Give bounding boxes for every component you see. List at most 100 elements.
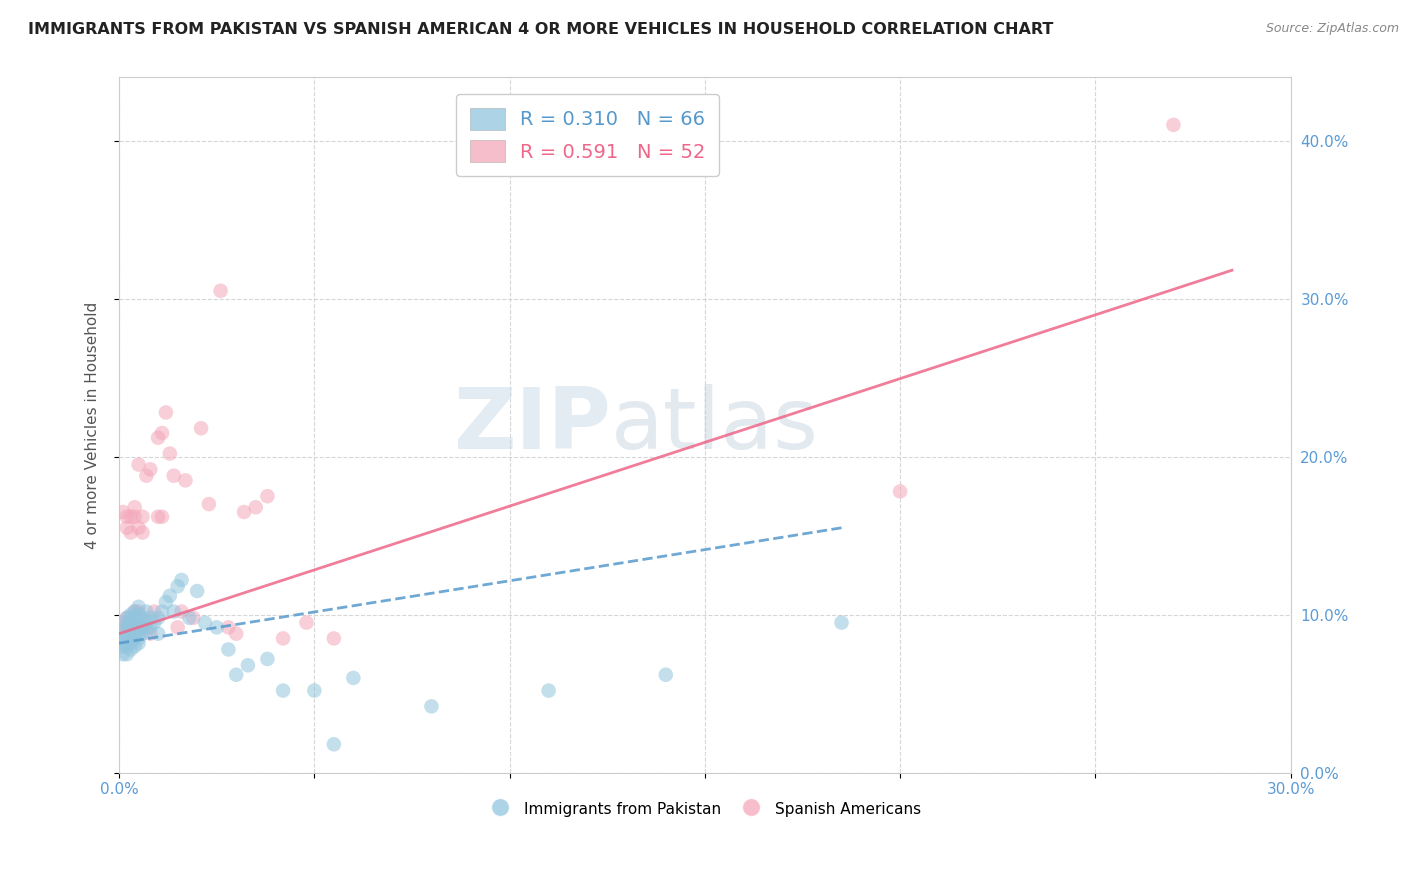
Point [115,611,138,625]
Point [150,605,173,619]
Point [128,521,150,535]
Point [166,620,188,634]
Point [111,632,134,646]
Point [135,624,157,638]
Point [143,605,166,619]
Point [150,509,173,524]
Point [135,605,157,619]
Point [124,615,146,630]
Point [139,620,162,634]
Point [128,607,150,622]
Point [124,611,146,625]
Point [111,620,134,634]
Point [120,615,142,630]
Point [124,626,146,640]
Point [139,611,162,625]
Point [225,667,247,681]
Point [115,636,138,650]
Point [115,509,138,524]
Point [271,632,294,646]
Point [322,737,344,751]
Point [131,620,153,634]
Point [124,500,146,515]
Point [342,671,364,685]
Point [120,611,142,625]
Point [146,611,169,625]
Point [295,615,318,630]
Point [174,474,197,488]
Point [155,595,177,609]
Point [128,599,150,614]
Point [115,640,138,654]
Point [170,573,193,587]
Point [128,624,150,638]
Point [124,605,146,619]
Point [111,636,134,650]
Point [120,636,142,650]
Point [120,607,142,622]
Point [128,615,150,630]
Point [179,611,201,625]
Point [120,615,142,630]
Point [131,525,153,540]
Point [155,405,177,419]
Point [236,658,259,673]
Point [128,458,150,472]
Text: ZIP: ZIP [453,384,612,467]
Point [111,624,134,638]
Point [150,425,173,440]
Point [217,642,239,657]
Point [135,620,157,634]
Point [111,615,134,630]
Point [537,683,560,698]
Point [111,647,134,661]
Point [170,605,193,619]
Point [124,632,146,646]
Point [124,509,146,524]
Point [139,462,162,476]
Point [135,615,157,630]
Point [159,589,181,603]
Point [225,626,247,640]
Legend: Immigrants from Pakistan, Spanish Americans: Immigrants from Pakistan, Spanish Americ… [481,793,928,824]
Point [124,605,146,619]
Point [146,626,169,640]
Point [115,632,138,646]
Point [139,626,162,640]
Point [209,284,232,298]
Text: IMMIGRANTS FROM PAKISTAN VS SPANISH AMERICAN 4 OR MORE VEHICLES IN HOUSEHOLD COR: IMMIGRANTS FROM PAKISTAN VS SPANISH AMER… [28,22,1053,37]
Point [131,509,153,524]
Point [245,500,267,515]
Point [115,615,138,630]
Point [131,620,153,634]
Point [304,683,326,698]
Point [271,683,294,698]
Text: Source: ZipAtlas.com: Source: ZipAtlas.com [1265,22,1399,36]
Point [131,626,153,640]
Point [166,579,188,593]
Point [115,647,138,661]
Point [322,632,344,646]
Point [194,615,217,630]
Point [181,611,204,625]
Point [163,605,186,619]
Point [159,446,181,460]
Point [233,505,256,519]
Point [120,509,142,524]
Point [198,497,221,511]
Point [143,615,166,630]
Point [128,605,150,619]
Point [120,525,142,540]
Point [205,620,228,634]
Point [120,620,142,634]
Point [115,626,138,640]
Point [163,468,186,483]
Point [128,636,150,650]
Point [128,620,150,634]
Point [115,611,138,625]
Point [120,642,142,657]
Point [256,489,278,503]
Point [115,620,138,634]
Point [120,624,142,638]
Point [889,484,911,499]
